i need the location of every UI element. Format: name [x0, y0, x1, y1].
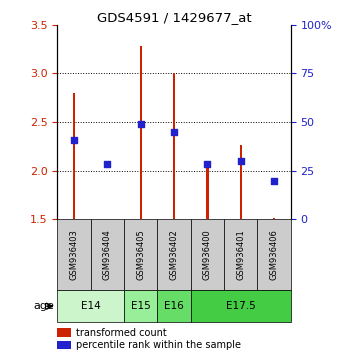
Point	[171, 129, 177, 135]
Point	[271, 178, 277, 183]
Text: GSM936405: GSM936405	[136, 229, 145, 280]
FancyBboxPatch shape	[257, 219, 291, 290]
FancyBboxPatch shape	[158, 219, 191, 290]
Bar	[73, 93, 75, 219]
Point	[71, 137, 77, 142]
Title: GDS4591 / 1429677_at: GDS4591 / 1429677_at	[97, 11, 251, 24]
Bar	[173, 73, 175, 219]
Text: GSM936403: GSM936403	[70, 229, 79, 280]
Bar	[57, 341, 71, 349]
FancyBboxPatch shape	[191, 219, 224, 290]
Point	[238, 158, 243, 164]
Text: GSM936404: GSM936404	[103, 229, 112, 280]
Text: GSM936402: GSM936402	[170, 229, 178, 280]
Text: E15: E15	[131, 301, 151, 311]
Text: age: age	[33, 301, 54, 311]
Bar	[240, 144, 242, 219]
Text: percentile rank within the sample: percentile rank within the sample	[76, 340, 241, 350]
Bar	[140, 46, 142, 219]
Text: E14: E14	[81, 301, 101, 311]
Text: GSM936401: GSM936401	[236, 229, 245, 280]
Text: E17.5: E17.5	[226, 301, 256, 311]
Bar	[57, 328, 71, 337]
Text: E16: E16	[164, 301, 184, 311]
Text: GSM936406: GSM936406	[269, 229, 279, 280]
Point	[138, 121, 143, 127]
Text: GSM936400: GSM936400	[203, 229, 212, 280]
FancyBboxPatch shape	[124, 290, 158, 322]
FancyBboxPatch shape	[158, 290, 191, 322]
Bar	[273, 217, 275, 219]
FancyBboxPatch shape	[124, 219, 158, 290]
FancyBboxPatch shape	[91, 219, 124, 290]
FancyBboxPatch shape	[224, 219, 257, 290]
FancyBboxPatch shape	[57, 219, 91, 290]
Bar	[206, 161, 209, 219]
Point	[205, 161, 210, 167]
FancyBboxPatch shape	[57, 290, 124, 322]
FancyBboxPatch shape	[191, 290, 291, 322]
Point	[105, 161, 110, 167]
Text: transformed count: transformed count	[76, 327, 167, 338]
